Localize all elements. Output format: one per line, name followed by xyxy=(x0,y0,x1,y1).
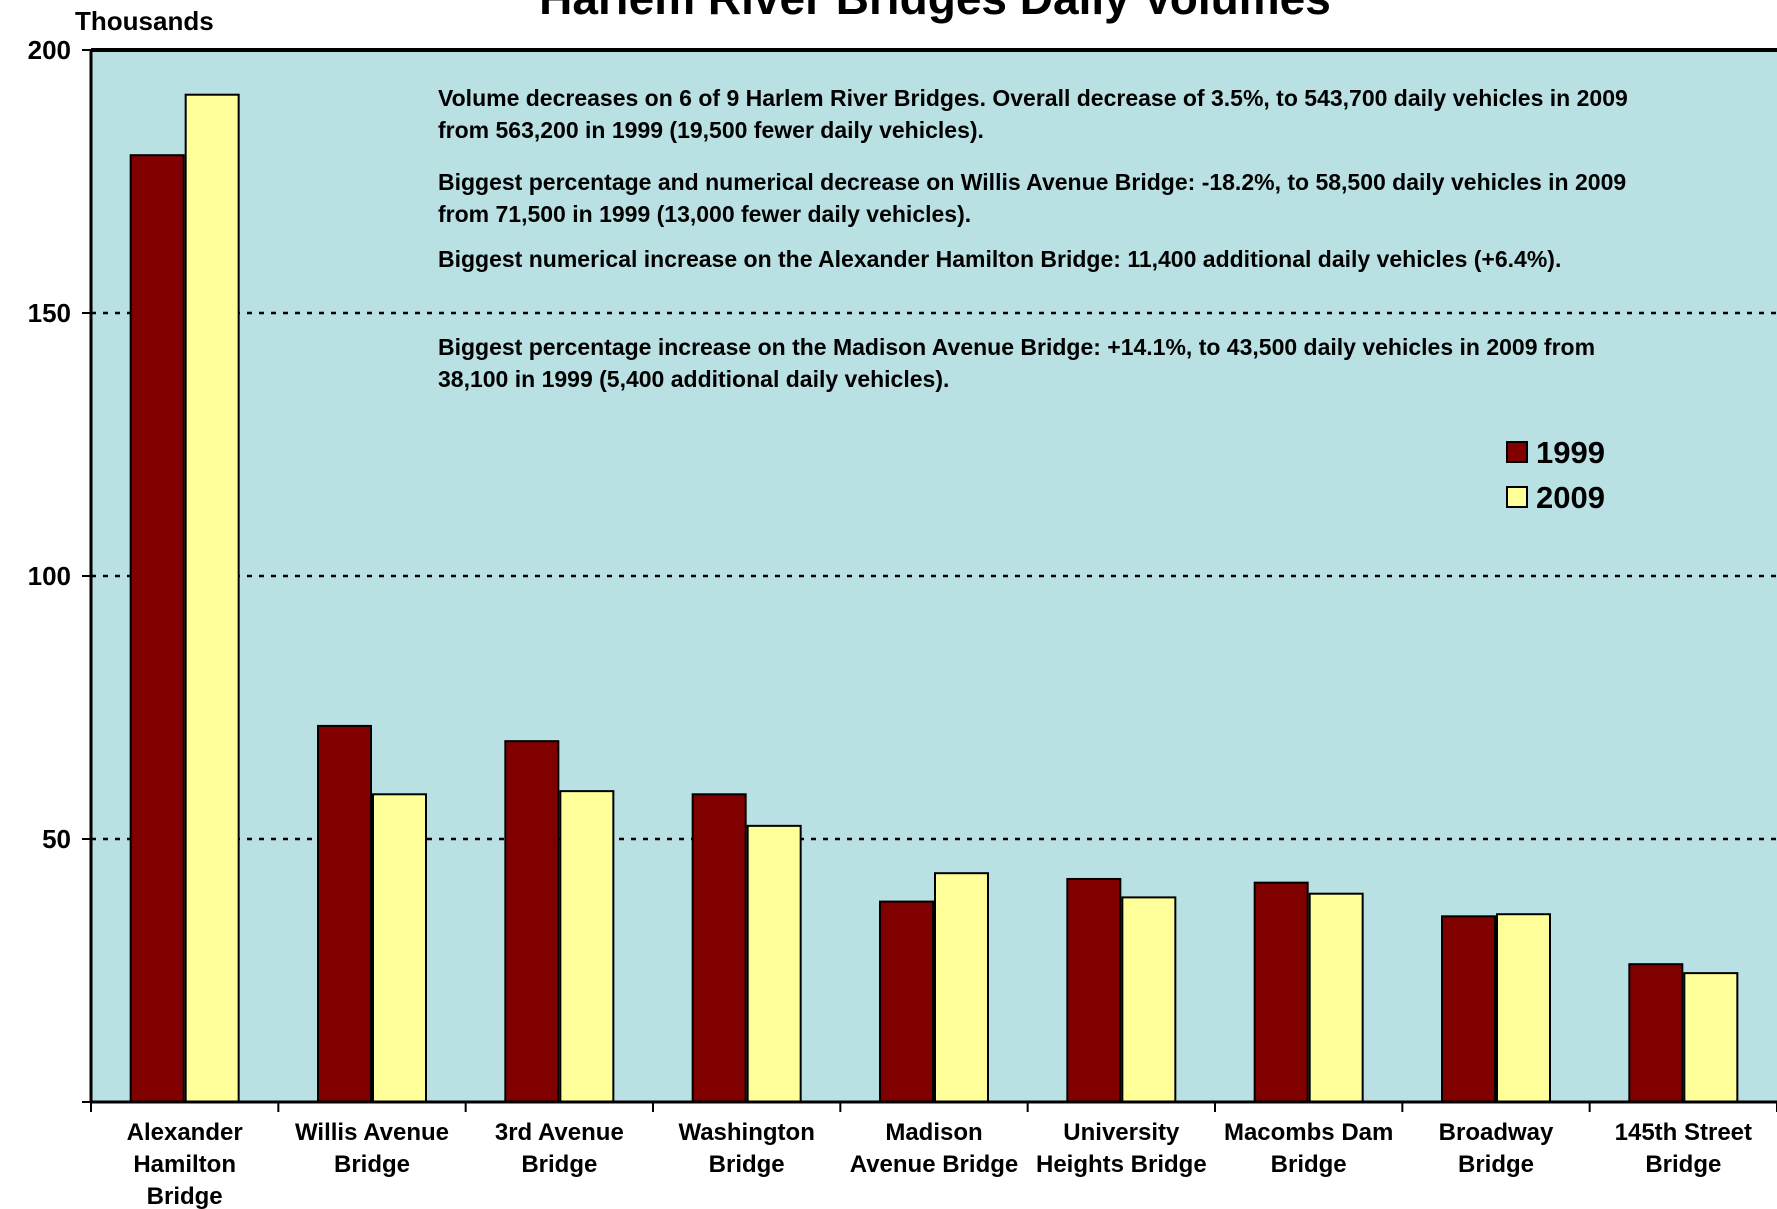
x-tick-label: Alexander Hamilton Bridge xyxy=(126,1119,243,1209)
bar xyxy=(559,790,615,1103)
legend-swatch xyxy=(1506,441,1528,463)
legend-label: 1999 xyxy=(1536,435,1605,470)
x-tick-label: University Heights Bridge xyxy=(1035,1119,1207,1178)
bar xyxy=(1441,915,1496,1104)
bar xyxy=(1066,877,1122,1104)
y-tick-label: 50 xyxy=(42,824,71,854)
bar xyxy=(934,872,989,1103)
bar xyxy=(1308,892,1364,1103)
x-tick-label: Madison Avenue Bridge xyxy=(849,1119,1019,1178)
y-tick-label: 100 xyxy=(28,561,71,591)
annotation: Biggest numerical increase on the Alexan… xyxy=(438,246,1562,272)
legend-label: 2009 xyxy=(1536,480,1605,515)
bar xyxy=(372,793,427,1103)
annotation: Biggest percentage increase on the Madis… xyxy=(438,334,1596,392)
legend-swatch xyxy=(1506,486,1528,508)
bar xyxy=(1683,972,1739,1103)
bar xyxy=(1628,963,1684,1103)
x-tick-label: Washington Bridge xyxy=(678,1119,815,1178)
x-tick-label: Macombs Dam Bridge xyxy=(1223,1119,1394,1178)
bar xyxy=(1496,913,1551,1104)
y-tick-label: 200 xyxy=(28,35,71,65)
y-axis-label: Thousands xyxy=(75,6,214,36)
x-tick-label: Willis Avenue Bridge xyxy=(294,1119,450,1178)
x-tick-label: 3rd Avenue Bridge xyxy=(494,1119,624,1178)
chart-title: Harlem River Bridges Daily Volumes xyxy=(539,0,1331,24)
bar xyxy=(746,824,802,1103)
x-tick-label: 145th Street Bridge xyxy=(1614,1119,1753,1178)
bar xyxy=(184,93,240,1103)
bar xyxy=(1121,896,1177,1103)
annotation: Volume decreases on 6 of 9 Harlem River … xyxy=(438,85,1628,143)
x-tick-label: Broadway Bridge xyxy=(1438,1119,1554,1178)
bar xyxy=(317,724,372,1103)
annotation: Biggest percentage and numerical decreas… xyxy=(438,169,1627,227)
bar xyxy=(129,154,185,1103)
bar xyxy=(504,740,560,1103)
bar xyxy=(691,793,747,1103)
bar xyxy=(1253,881,1309,1104)
y-tick-label: 150 xyxy=(28,298,71,328)
bar xyxy=(879,900,934,1103)
